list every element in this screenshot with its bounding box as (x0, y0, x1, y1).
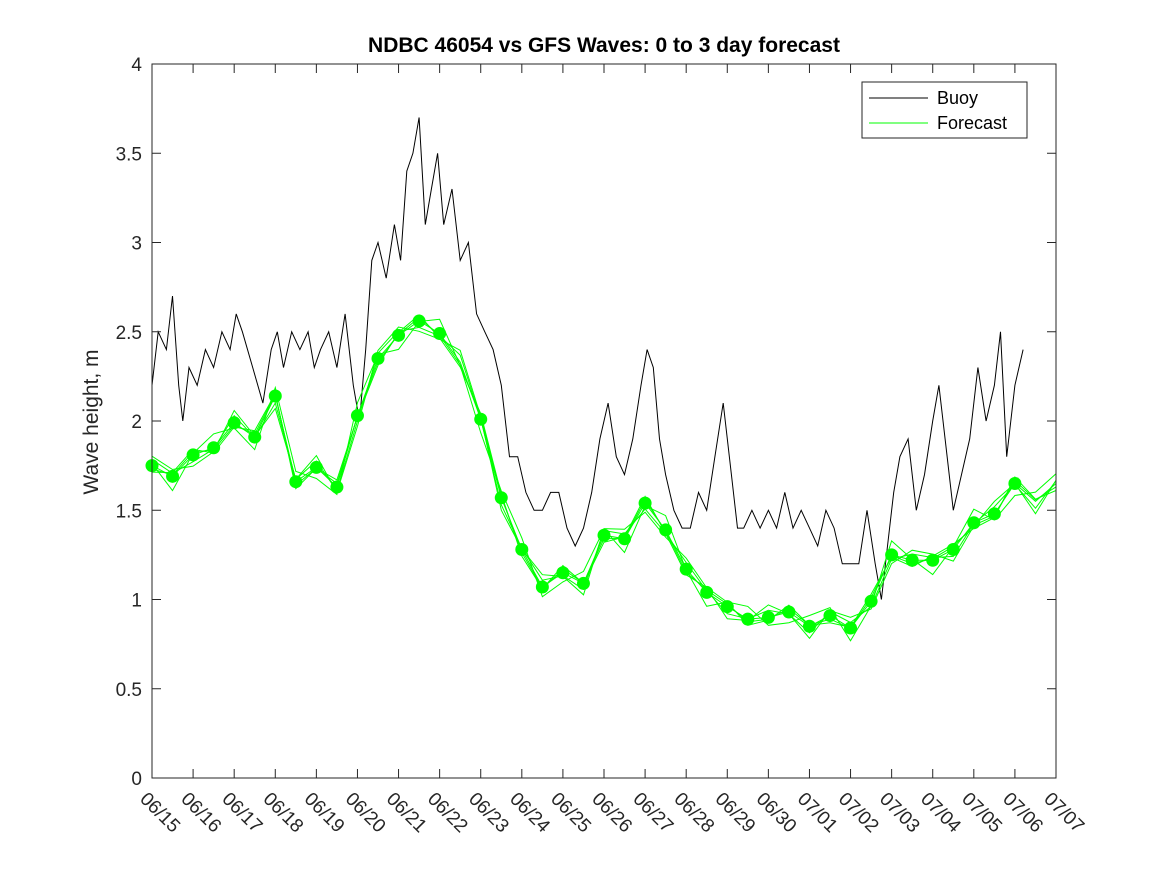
buoy-series-line (151, 117, 1024, 600)
x-tick-label: 07/04 (916, 789, 965, 838)
forecast-marker (494, 491, 508, 505)
x-tick-label: 07/06 (998, 789, 1046, 837)
y-tick-label: 1.5 (116, 501, 142, 522)
forecast-marker (535, 580, 549, 594)
x-tick-label: 07/07 (1039, 789, 1087, 837)
x-tick-label: 06/27 (629, 789, 677, 837)
y-tick-label: 3.5 (116, 144, 142, 165)
x-tick-label: 06/24 (505, 789, 554, 838)
forecast-marker (618, 532, 632, 546)
forecast-marker (700, 585, 714, 599)
forecast-marker (802, 619, 816, 633)
x-tick-label: 06/20 (341, 789, 389, 837)
forecast-marker (556, 566, 570, 580)
x-tick-label: 06/28 (670, 789, 718, 837)
series-layer (145, 117, 1057, 642)
legend: Buoy Forecast (861, 81, 1028, 139)
forecast-marker (207, 441, 221, 455)
y-tick-label: 0 (131, 769, 142, 790)
y-tick-label: 2 (131, 412, 142, 433)
forecast-marker (823, 609, 837, 623)
forecast-marker (248, 430, 262, 444)
forecast-marker (946, 543, 960, 557)
forecast-marker (926, 553, 940, 567)
forecast-marker (350, 409, 364, 423)
forecast-marker (720, 600, 734, 614)
forecast-marker (844, 621, 858, 635)
forecast-marker (186, 448, 200, 462)
x-tick-label: 06/22 (423, 789, 471, 837)
forecast-series-line-4 (151, 326, 1057, 640)
y-tick-label: 3 (131, 234, 142, 255)
x-tick-label: 07/05 (957, 789, 1005, 837)
forecast-marker (761, 610, 775, 624)
x-tick-label: 07/03 (875, 789, 923, 837)
forecast-marker (412, 314, 426, 328)
x-tick-label: 06/25 (546, 789, 594, 837)
x-tick-label: 07/02 (834, 789, 882, 837)
forecast-marker (268, 389, 282, 403)
x-tick-label: 06/21 (382, 789, 430, 837)
forecast-marker (679, 562, 693, 576)
forecast-marker (638, 496, 652, 510)
forecast-marker (474, 412, 488, 426)
x-tick-label: 06/17 (218, 789, 266, 837)
forecast-marker (987, 507, 1001, 521)
y-axis-label: Wave height, m (80, 349, 103, 494)
forecast-marker (515, 543, 529, 557)
forecast-marker (371, 352, 385, 366)
forecast-marker (782, 605, 796, 619)
x-tick-label: 06/30 (752, 789, 800, 837)
forecast-marker (885, 548, 899, 562)
x-tick-label: 06/18 (259, 789, 307, 837)
forecast-marker (309, 460, 323, 474)
y-tick-label: 2.5 (116, 323, 142, 344)
y-tick-label: 4 (131, 55, 142, 76)
x-tick-label: 06/19 (300, 789, 348, 837)
forecast-marker (330, 480, 344, 494)
legend-box (861, 81, 1028, 139)
forecast-marker (659, 523, 673, 537)
forecast-marker (227, 416, 241, 430)
chart-title: NDBC 46054 vs GFS Waves: 0 to 3 day fore… (368, 34, 840, 57)
y-tick-label: 0.5 (116, 680, 142, 701)
forecast-marker (741, 612, 755, 626)
x-tick-label: 06/26 (587, 789, 635, 837)
forecast-marker (576, 576, 590, 590)
y-tick-label: 1 (131, 591, 142, 612)
forecast-marker (597, 528, 611, 542)
x-tick-label: 07/01 (793, 789, 841, 837)
forecast-marker (166, 469, 180, 483)
x-tick-label: 06/15 (135, 789, 183, 837)
legend-buoy-label: Buoy (937, 88, 978, 108)
forecast-marker (433, 327, 447, 341)
forecast-series-line-2 (151, 314, 1057, 628)
legend-forecast-label: Forecast (937, 113, 1007, 133)
x-tick-label: 06/29 (711, 789, 759, 837)
forecast-marker (864, 594, 878, 608)
forecast-marker (289, 475, 303, 489)
x-tick-label: 06/16 (177, 789, 225, 837)
forecast-marker (905, 553, 919, 567)
x-tick-label: 06/23 (464, 789, 512, 837)
forecast-marker (392, 328, 406, 342)
forecast-marker (1008, 476, 1022, 490)
forecast-marker (967, 516, 981, 530)
